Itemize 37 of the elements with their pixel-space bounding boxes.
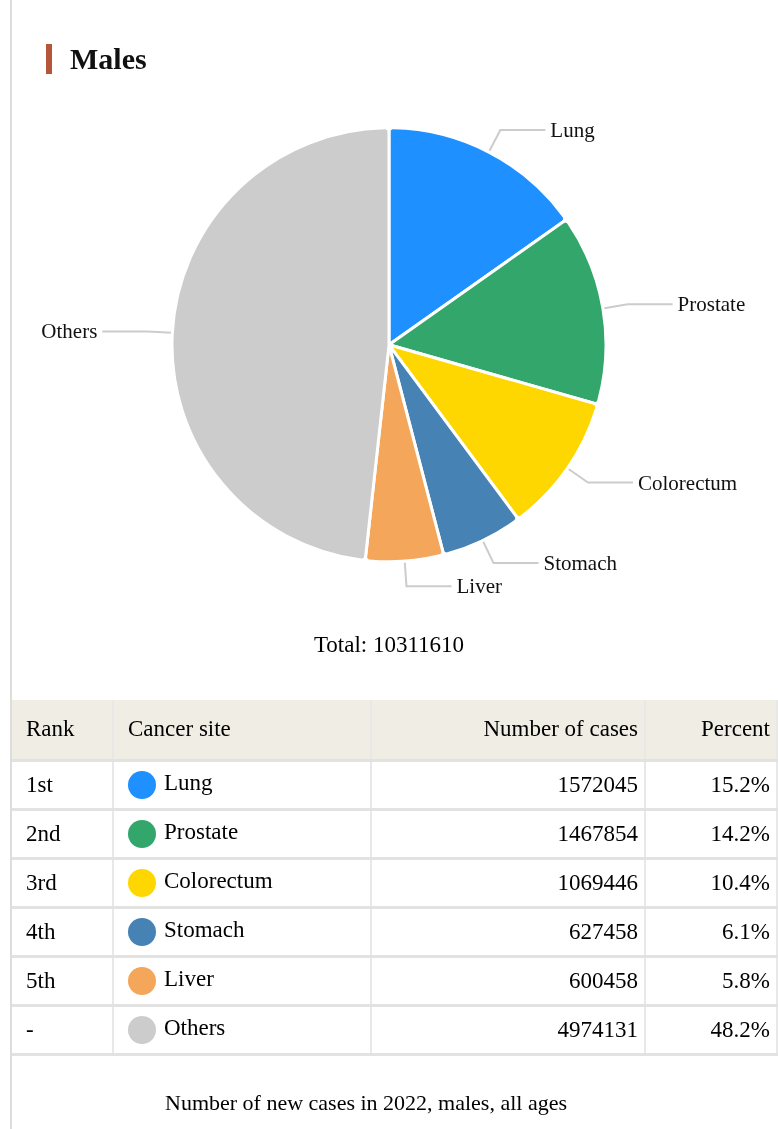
data-label: 5.8% bbox=[645, 956, 777, 1005]
legend-label: Others bbox=[113, 1005, 372, 1054]
text: 1572045 bbox=[371, 760, 645, 809]
data-label: 10.4% bbox=[645, 858, 777, 907]
text: 1st bbox=[12, 760, 113, 809]
text: 4th bbox=[12, 907, 113, 956]
text: Total: 10311610 bbox=[312, 632, 466, 658]
text: 1069446 bbox=[371, 858, 645, 907]
text: 1467854 bbox=[371, 809, 645, 858]
text: 4974131 bbox=[371, 1005, 645, 1054]
data-label: 48.2% bbox=[645, 1005, 777, 1054]
data-label: 6.1% bbox=[645, 907, 777, 956]
legend-label: Stomach bbox=[113, 907, 372, 956]
slice-label: Liver bbox=[456, 574, 502, 599]
legend-label: Colorectum bbox=[113, 858, 372, 907]
text: Cancer site bbox=[113, 700, 372, 760]
text: 5th bbox=[12, 956, 113, 1005]
text: - bbox=[12, 1005, 113, 1054]
legend-label: Liver bbox=[113, 956, 372, 1005]
text: Rank bbox=[12, 700, 113, 760]
text: 2nd bbox=[12, 809, 113, 858]
legend-label: Prostate bbox=[113, 809, 372, 858]
text: Number of new cases in 2022, males, all ages bbox=[164, 1090, 568, 1116]
slice-label: Lung bbox=[550, 117, 596, 142]
text: Percent bbox=[645, 700, 777, 760]
data-label: 14.2% bbox=[645, 809, 777, 858]
slice-label: Prostate bbox=[677, 292, 746, 317]
text: 3rd bbox=[12, 858, 113, 907]
chart-title: Males bbox=[70, 42, 147, 76]
text: 627458 bbox=[371, 907, 645, 956]
text: Number of cases bbox=[371, 700, 645, 760]
text: 600458 bbox=[371, 956, 645, 1005]
legend-label: Lung bbox=[113, 760, 372, 809]
slice-label: Stomach bbox=[543, 551, 618, 576]
slice-label: Colorectum bbox=[638, 470, 738, 495]
slice-label: Others bbox=[41, 319, 98, 344]
data-label: 15.2% bbox=[645, 760, 777, 809]
